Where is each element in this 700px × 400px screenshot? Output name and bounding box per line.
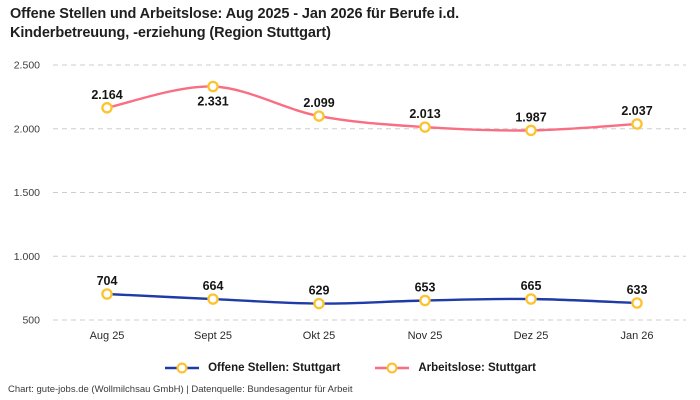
- x-tick-label: Aug 25: [90, 330, 125, 342]
- y-tick-label: 2.500: [14, 60, 40, 72]
- chart-title-line1: Offene Stellen und Arbeitslose: Aug 2025…: [10, 6, 460, 22]
- chart-legend: Offene Stellen: Stuttgart Arbeitslose: S…: [0, 361, 700, 375]
- data-point-marker: [101, 288, 113, 300]
- x-tick-label: Nov 25: [408, 330, 443, 342]
- legend-item-offene-stellen: Offene Stellen: Stuttgart: [164, 361, 340, 375]
- data-point-label: 665: [521, 279, 542, 293]
- data-point-marker: [525, 293, 537, 305]
- legend-line-marker-icon: [375, 362, 410, 374]
- data-point-label: 704: [97, 274, 118, 288]
- data-point-marker: [313, 297, 325, 310]
- legend-line-marker-icon: [165, 362, 200, 374]
- data-point-label: 2.164: [91, 88, 122, 102]
- chart-source-note: Chart: gute-jobs.de (Wollmilchsau GmbH) …: [8, 384, 353, 395]
- chart-title: Offene Stellen und Arbeitslose: Aug 2025…: [10, 5, 630, 43]
- data-point-label: 653: [415, 281, 436, 295]
- data-point-label: 2.013: [409, 107, 440, 121]
- x-tick-label: Jan 26: [620, 330, 653, 342]
- data-point-marker: [313, 110, 325, 122]
- data-point-marker: [207, 80, 219, 93]
- data-point-marker: [419, 294, 431, 307]
- data-point-label: 2.037: [621, 104, 652, 118]
- data-point-label: 2.331: [197, 95, 228, 109]
- data-point-marker: [525, 124, 537, 137]
- y-tick-label: 1.000: [14, 251, 40, 263]
- data-point-label: 629: [309, 284, 330, 298]
- legend-label-offene-stellen: Offene Stellen: Stuttgart: [208, 362, 341, 374]
- series-line: [105, 85, 639, 132]
- data-point-label: 2.099: [303, 96, 334, 110]
- data-point-marker: [631, 297, 643, 309]
- data-point-marker: [101, 102, 113, 114]
- line-chart-canvas: 500 1.000 1.500 2.000 2.500 Aug 25 Sept 25 Okt …: [14, 60, 686, 342]
- chart-title-line2: Kinderbetreuung, -erziehung (Region Stut…: [10, 25, 331, 41]
- x-tick-label: Sept 25: [194, 330, 232, 342]
- data-point-label: 1.987: [515, 110, 546, 124]
- x-tick-label: Dez 25: [514, 330, 549, 342]
- data-point-marker: [631, 118, 643, 130]
- legend-item-arbeitslose: Arbeitslose: Stuttgart: [374, 361, 536, 375]
- series-line: [105, 292, 639, 305]
- data-point-label: 664: [203, 279, 224, 293]
- data-point-label: 633: [627, 283, 648, 297]
- y-tick-label: 2.000: [14, 123, 40, 135]
- data-point-marker: [207, 293, 219, 305]
- data-point-marker: [419, 121, 431, 133]
- x-tick-label: Okt 25: [303, 330, 335, 342]
- legend-label-arbeitslose: Arbeitslose: Stuttgart: [418, 362, 536, 374]
- y-tick-label: 500: [22, 315, 40, 327]
- y-tick-label: 1.500: [14, 187, 40, 199]
